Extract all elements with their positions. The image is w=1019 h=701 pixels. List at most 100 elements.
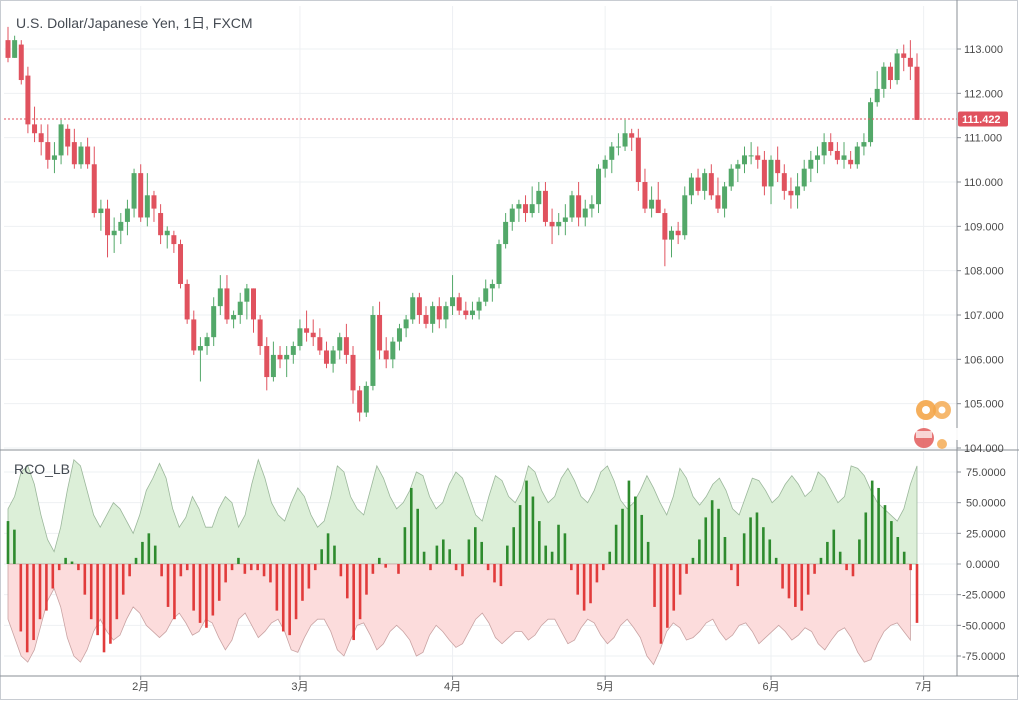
candle-body	[158, 213, 164, 236]
rco-bar	[397, 564, 400, 574]
rco-bar	[51, 564, 55, 589]
candle-body	[217, 288, 223, 307]
rco-bar	[339, 564, 343, 577]
rco-bar	[70, 561, 74, 564]
rco-bar	[45, 564, 48, 611]
rco-bar	[518, 505, 522, 564]
rco-bar	[128, 564, 131, 577]
candle-body	[58, 124, 64, 156]
candle-body	[662, 213, 668, 240]
rco-tick-label: 75.0000	[966, 467, 1006, 479]
candle-body	[450, 297, 456, 307]
rco-bar	[307, 564, 311, 589]
rco-bar	[25, 564, 29, 653]
rco-bar	[845, 564, 848, 571]
candle-body	[469, 310, 475, 315]
rco-bar	[320, 549, 323, 564]
candle-body	[343, 337, 349, 355]
candle-body	[144, 195, 150, 218]
rco-negative-band	[7, 563, 911, 666]
rco-bar	[685, 564, 688, 574]
rco-bar	[691, 557, 695, 564]
candle-body	[808, 159, 814, 169]
rco-bar	[762, 527, 765, 564]
rco-bar	[717, 508, 720, 564]
candle-body	[761, 159, 767, 187]
candle-body	[509, 208, 515, 222]
time-tick-label: 2月	[132, 681, 149, 693]
rco-bar	[877, 487, 880, 564]
candle-body	[131, 173, 137, 209]
rco-bar	[851, 564, 855, 577]
watermark-logo	[914, 400, 958, 449]
price-tick-label: 112.000	[964, 88, 1003, 100]
rco-bar	[166, 564, 170, 607]
rco-bar	[749, 517, 752, 564]
rco-bar	[89, 564, 93, 620]
rco-bar	[134, 557, 138, 564]
candle-body	[45, 142, 51, 160]
candle-body	[814, 155, 820, 160]
candle-body	[151, 195, 157, 209]
candle-body	[768, 159, 774, 187]
price-tick-label: 113.000	[964, 44, 1003, 56]
rco-bar	[237, 557, 240, 564]
rco-bar	[538, 521, 541, 564]
candle-body	[410, 297, 416, 320]
candle-body	[675, 230, 681, 236]
rco-bar	[288, 564, 291, 636]
rco-bar	[627, 480, 631, 564]
price-axis-ticks: 113.000 112.000 111.000 110.000 109.000 108.0…	[957, 44, 1004, 455]
rco-bar	[563, 533, 567, 564]
candle-body	[523, 204, 529, 214]
rco-bar	[243, 564, 247, 574]
candle-body	[403, 319, 409, 329]
candle-body	[602, 159, 608, 169]
rco-bar	[352, 564, 355, 641]
rco-bar	[755, 512, 759, 564]
rco-bar	[608, 551, 612, 564]
rco-bar	[595, 564, 599, 583]
candle-body	[78, 146, 84, 165]
candle-body	[85, 146, 91, 165]
rco-bar	[333, 545, 336, 564]
rco-bar	[621, 508, 624, 564]
candle-body	[383, 350, 389, 360]
candle-body	[443, 306, 449, 320]
candle-body	[5, 40, 11, 58]
rco-bar	[832, 529, 836, 564]
candle-body	[881, 66, 887, 89]
candle-body	[569, 195, 575, 218]
candle-body	[191, 319, 197, 351]
rco-bar	[454, 564, 458, 571]
candle-body	[682, 195, 688, 236]
rco-band-area	[7, 458, 918, 666]
rco-bar	[896, 537, 900, 564]
candle-body	[71, 142, 77, 165]
candle-body	[310, 332, 316, 338]
candle-body	[171, 235, 177, 245]
rco-bar	[698, 539, 701, 564]
rco-bar	[768, 539, 772, 564]
rco-bar	[435, 545, 439, 564]
rco-tick-label: -50.0000	[962, 620, 1005, 632]
rco-bar	[365, 564, 368, 595]
rco-bar	[486, 564, 490, 571]
rco-bar	[185, 564, 189, 571]
candle-body	[695, 177, 701, 191]
price-tick-label: 104.000	[964, 443, 1004, 455]
rco-bar	[371, 564, 375, 574]
candle-body	[51, 155, 57, 160]
candle-body	[914, 66, 920, 120]
candle-body	[98, 208, 104, 214]
candle-body	[635, 137, 641, 182]
time-tick-label: 6月	[762, 681, 779, 693]
rco-bar	[813, 564, 816, 574]
rco-bar	[640, 514, 644, 564]
candle-body	[65, 128, 71, 147]
time-tick-label: 4月	[444, 681, 461, 693]
price-tick-label: 110.000	[964, 177, 1003, 189]
rco-bar	[102, 564, 106, 653]
rco-bar	[358, 564, 362, 620]
candle-body	[715, 195, 721, 209]
